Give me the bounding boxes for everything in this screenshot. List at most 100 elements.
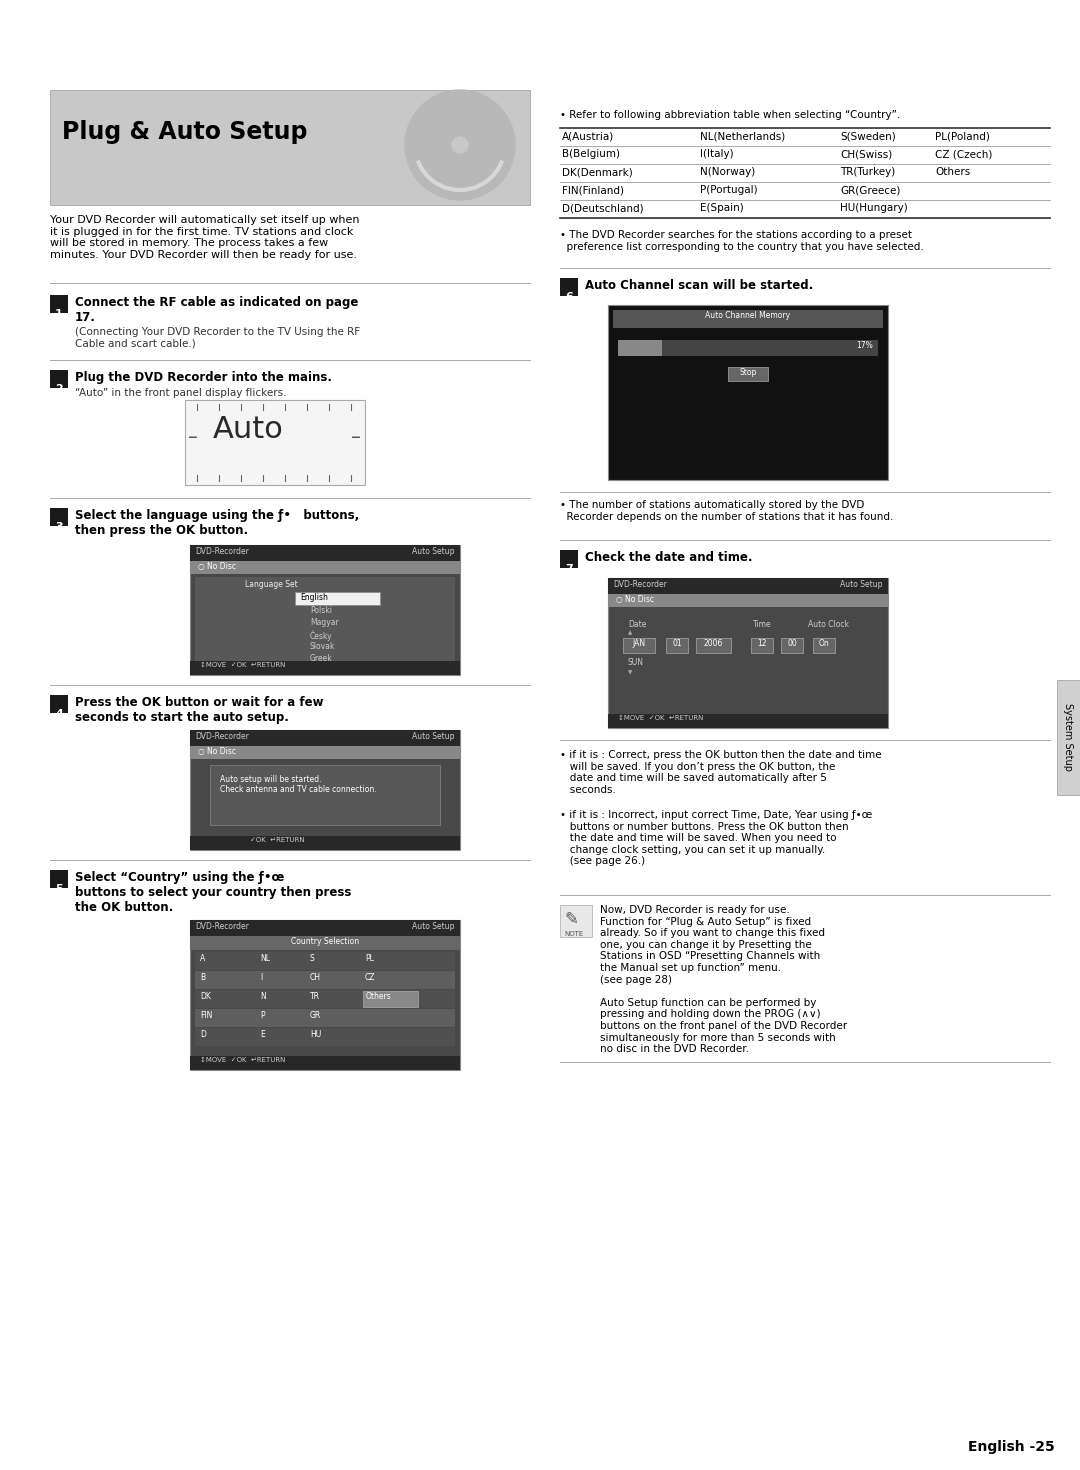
FancyBboxPatch shape xyxy=(190,1055,460,1070)
Text: 01: 01 xyxy=(672,639,681,648)
Text: Select the language using the ƒ•   buttons,
then press the OK button.: Select the language using the ƒ• buttons… xyxy=(75,509,360,537)
FancyBboxPatch shape xyxy=(195,1028,455,1047)
Text: (Connecting Your DVD Recorder to the TV Using the RF
Cable and scart cable.): (Connecting Your DVD Recorder to the TV … xyxy=(75,326,360,348)
Text: GR(Greece): GR(Greece) xyxy=(840,185,901,196)
Text: N(Norway): N(Norway) xyxy=(700,168,755,176)
Text: Auto Channel Memory: Auto Channel Memory xyxy=(705,312,791,320)
Text: ↕MOVE  ✓OK  ↵RETURN: ↕MOVE ✓OK ↵RETURN xyxy=(200,662,285,667)
FancyBboxPatch shape xyxy=(561,278,578,295)
Text: Česky: Česky xyxy=(310,631,333,641)
FancyBboxPatch shape xyxy=(50,370,68,388)
FancyBboxPatch shape xyxy=(195,578,455,662)
FancyBboxPatch shape xyxy=(50,509,68,526)
Text: JAN: JAN xyxy=(633,639,646,648)
Text: 1: 1 xyxy=(55,309,63,319)
FancyBboxPatch shape xyxy=(190,836,460,850)
FancyBboxPatch shape xyxy=(608,578,888,594)
Text: ○ No Disc: ○ No Disc xyxy=(198,562,237,570)
FancyBboxPatch shape xyxy=(190,920,460,1070)
Text: PL: PL xyxy=(365,954,374,963)
Text: Magyar: Magyar xyxy=(310,617,339,628)
Text: English: English xyxy=(300,592,328,603)
Text: Now, DVD Recorder is ready for use.
Function for “Plug & Auto Setup” is fixed
al: Now, DVD Recorder is ready for use. Func… xyxy=(600,906,847,1054)
Text: Date: Date xyxy=(627,620,646,629)
Text: GR: GR xyxy=(310,1011,321,1020)
Text: SUN: SUN xyxy=(627,659,644,667)
Text: 6: 6 xyxy=(565,293,572,301)
Text: HU: HU xyxy=(310,1030,321,1039)
FancyBboxPatch shape xyxy=(190,731,460,850)
Text: • if it is : Incorrect, input correct Time, Date, Year using ƒ•œ
   buttons or n: • if it is : Incorrect, input correct Ti… xyxy=(561,810,873,866)
Text: ▼: ▼ xyxy=(627,670,632,675)
Text: Slovak: Slovak xyxy=(310,642,336,651)
Text: On: On xyxy=(819,639,829,648)
Text: System Setup: System Setup xyxy=(1063,703,1074,770)
Text: E: E xyxy=(260,1030,265,1039)
Text: Others: Others xyxy=(366,992,392,1001)
Text: Connect the RF cable as indicated on page
17.: Connect the RF cable as indicated on pag… xyxy=(75,295,359,323)
Text: Auto Clock: Auto Clock xyxy=(808,620,849,629)
Text: Auto Channel scan will be started.: Auto Channel scan will be started. xyxy=(585,279,813,293)
FancyBboxPatch shape xyxy=(195,1008,455,1028)
FancyBboxPatch shape xyxy=(813,638,835,653)
Text: 4: 4 xyxy=(55,709,63,719)
Text: NL: NL xyxy=(260,954,270,963)
Text: Press the OK button or wait for a few
seconds to start the auto setup.: Press the OK button or wait for a few se… xyxy=(75,695,324,725)
Text: • if it is : Correct, press the OK button then the date and time
   will be save: • if it is : Correct, press the OK butto… xyxy=(561,750,881,795)
FancyBboxPatch shape xyxy=(190,936,460,950)
Circle shape xyxy=(405,90,515,200)
FancyBboxPatch shape xyxy=(363,991,418,1007)
FancyBboxPatch shape xyxy=(608,714,888,728)
Text: ↕MOVE  ✓OK  ↵RETURN: ↕MOVE ✓OK ↵RETURN xyxy=(618,714,703,720)
Text: N: N xyxy=(260,992,266,1001)
Text: Plug the DVD Recorder into the mains.: Plug the DVD Recorder into the mains. xyxy=(75,370,332,384)
Text: ○ No Disc: ○ No Disc xyxy=(616,595,654,604)
Text: CZ: CZ xyxy=(365,973,376,982)
Text: NL(Netherlands): NL(Netherlands) xyxy=(700,131,785,141)
Text: Stop: Stop xyxy=(740,368,757,376)
Text: –: – xyxy=(188,428,198,447)
Text: DK(Denmark): DK(Denmark) xyxy=(562,168,633,176)
FancyBboxPatch shape xyxy=(618,340,662,356)
FancyBboxPatch shape xyxy=(50,295,68,313)
FancyBboxPatch shape xyxy=(195,953,455,970)
FancyBboxPatch shape xyxy=(623,638,654,653)
FancyBboxPatch shape xyxy=(295,592,380,606)
FancyBboxPatch shape xyxy=(1057,681,1080,795)
Text: PL(Poland): PL(Poland) xyxy=(935,131,990,141)
FancyBboxPatch shape xyxy=(618,340,878,356)
Text: B: B xyxy=(200,973,205,982)
FancyBboxPatch shape xyxy=(613,310,883,328)
FancyBboxPatch shape xyxy=(50,90,530,204)
FancyBboxPatch shape xyxy=(190,731,460,745)
Text: TR: TR xyxy=(310,992,320,1001)
Text: • The DVD Recorder searches for the stations according to a preset
  preference : • The DVD Recorder searches for the stat… xyxy=(561,229,923,251)
FancyBboxPatch shape xyxy=(195,989,455,1008)
FancyBboxPatch shape xyxy=(195,972,455,989)
FancyBboxPatch shape xyxy=(50,695,68,713)
Text: A(Austria): A(Austria) xyxy=(562,131,615,141)
Circle shape xyxy=(453,137,468,153)
Text: I(Italy): I(Italy) xyxy=(700,148,733,159)
Text: “Auto” in the front panel display flickers.: “Auto” in the front panel display flicke… xyxy=(75,388,286,398)
Text: CH(Swiss): CH(Swiss) xyxy=(840,148,892,159)
FancyBboxPatch shape xyxy=(666,638,688,653)
FancyBboxPatch shape xyxy=(608,304,888,481)
FancyBboxPatch shape xyxy=(751,638,773,653)
Text: Auto Setup: Auto Setup xyxy=(413,922,455,931)
FancyBboxPatch shape xyxy=(190,545,460,562)
Text: 2006: 2006 xyxy=(703,639,723,648)
Text: Auto Setup: Auto Setup xyxy=(413,732,455,741)
FancyBboxPatch shape xyxy=(561,906,592,936)
Text: I: I xyxy=(260,973,262,982)
Text: S(Sweden): S(Sweden) xyxy=(840,131,895,141)
Text: ✎: ✎ xyxy=(565,910,579,928)
Text: HU(Hungary): HU(Hungary) xyxy=(840,203,908,213)
FancyBboxPatch shape xyxy=(190,545,460,675)
Text: P: P xyxy=(260,1011,265,1020)
Text: DVD-Recorder: DVD-Recorder xyxy=(195,922,248,931)
FancyBboxPatch shape xyxy=(190,920,460,936)
Text: Time: Time xyxy=(753,620,771,629)
Text: CZ (Czech): CZ (Czech) xyxy=(935,148,993,159)
Text: ○ No Disc: ○ No Disc xyxy=(198,747,237,756)
